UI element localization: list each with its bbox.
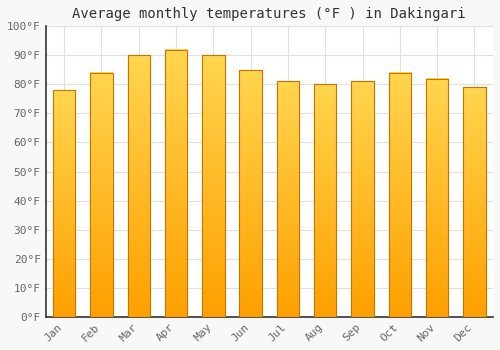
Bar: [90, 73, 112, 317]
Bar: [202, 55, 224, 317]
Bar: [165, 49, 188, 317]
Bar: [240, 70, 262, 317]
Bar: [128, 55, 150, 317]
Bar: [426, 78, 448, 317]
Bar: [202, 55, 224, 317]
Bar: [277, 82, 299, 317]
Bar: [352, 82, 374, 317]
Bar: [463, 87, 485, 317]
Bar: [314, 84, 336, 317]
Bar: [426, 78, 448, 317]
Title: Average monthly temperatures (°F ) in Dakingari: Average monthly temperatures (°F ) in Da…: [72, 7, 466, 21]
Bar: [240, 70, 262, 317]
Bar: [53, 90, 76, 317]
Bar: [314, 84, 336, 317]
Bar: [463, 87, 485, 317]
Bar: [53, 90, 76, 317]
Bar: [388, 73, 411, 317]
Bar: [90, 73, 112, 317]
Bar: [128, 55, 150, 317]
Bar: [277, 82, 299, 317]
Bar: [352, 82, 374, 317]
Bar: [388, 73, 411, 317]
Bar: [165, 49, 188, 317]
